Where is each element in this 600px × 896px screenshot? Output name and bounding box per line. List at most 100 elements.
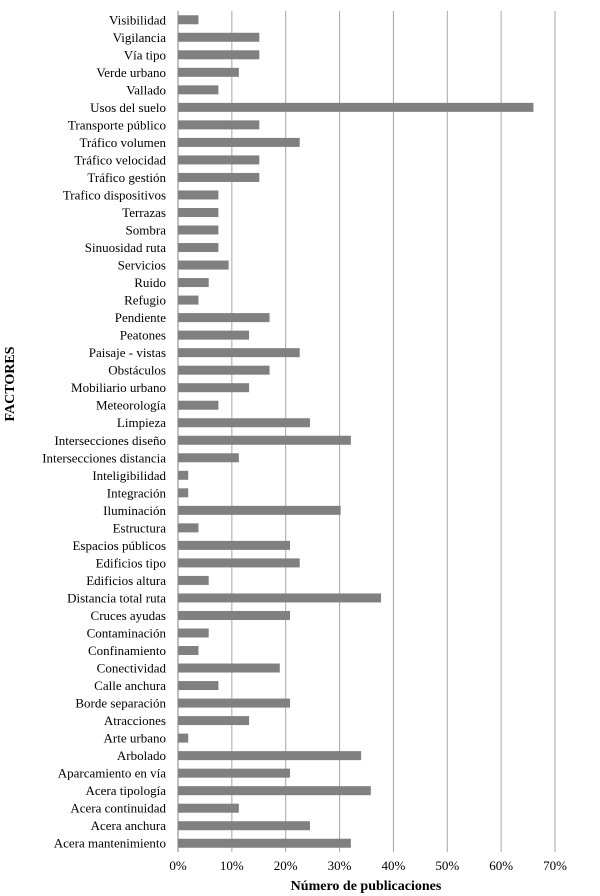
bar xyxy=(178,225,219,235)
category-label: Meteorología xyxy=(96,398,166,413)
x-tick-label: 30% xyxy=(328,858,352,873)
bar xyxy=(178,663,280,673)
category-label: Acera tipología xyxy=(86,783,167,798)
category-label: Intersecciones distancia xyxy=(42,450,166,465)
category-label: Atracciones xyxy=(104,713,166,728)
bars xyxy=(178,15,534,848)
category-label: Edificios tipo xyxy=(96,555,166,570)
bar xyxy=(178,278,209,288)
bar xyxy=(178,803,239,813)
category-label: Contaminación xyxy=(87,625,167,640)
bar xyxy=(178,155,260,165)
category-label: Arbolado xyxy=(117,748,166,763)
bar xyxy=(178,558,300,568)
category-label: Edificios altura xyxy=(86,573,166,588)
category-label: Pendiente xyxy=(115,310,166,325)
category-label: Integración xyxy=(107,485,167,500)
category-labels: Visibilidad Vigilancia Vía tipo Verde urban… xyxy=(42,12,166,850)
bar xyxy=(178,540,291,550)
bar xyxy=(178,768,291,778)
bar xyxy=(178,190,219,200)
bar xyxy=(178,120,260,130)
bar xyxy=(178,698,291,708)
category-label: Vía tipo xyxy=(124,47,166,62)
bar xyxy=(178,172,260,182)
category-label: Confinamiento xyxy=(88,643,166,658)
category-label: Mobiliario urbano xyxy=(71,380,166,395)
bar xyxy=(178,313,270,323)
bar xyxy=(178,593,382,603)
category-label: Tráfico gestión xyxy=(87,170,166,185)
bar xyxy=(178,488,189,498)
x-axis-title: Número de publicaciones xyxy=(291,879,442,894)
category-label: Calle anchura xyxy=(94,678,166,693)
bar xyxy=(178,50,260,60)
x-tick-label: 40% xyxy=(382,858,406,873)
x-tick-label: 0% xyxy=(169,858,187,873)
x-tick-label: 10% xyxy=(220,858,244,873)
category-label: Inteligibilidad xyxy=(92,468,166,483)
bar xyxy=(178,838,351,848)
category-label: Peatones xyxy=(120,328,166,343)
bar xyxy=(178,400,219,410)
category-label: Distancia total ruta xyxy=(67,590,166,605)
bar xyxy=(178,575,209,585)
category-label: Acera continuidad xyxy=(70,801,166,816)
category-label: Trafico dispositivos xyxy=(63,187,166,202)
bar xyxy=(178,207,219,217)
category-label: Sombra xyxy=(126,223,167,238)
bar xyxy=(178,786,371,796)
bar xyxy=(178,348,300,358)
bar xyxy=(178,470,189,480)
bar xyxy=(178,628,209,638)
bar xyxy=(178,523,199,533)
gridlines xyxy=(231,11,556,852)
category-label: Refugio xyxy=(124,293,166,308)
category-label: Acera mantenimiento xyxy=(54,836,166,851)
category-label: Terrazas xyxy=(122,205,166,220)
category-label: Borde separación xyxy=(75,696,166,711)
category-label: Conectividad xyxy=(97,661,167,676)
x-tick-label: 60% xyxy=(489,858,513,873)
bar xyxy=(178,418,310,428)
category-label: Tráfico velocidad xyxy=(74,152,166,167)
bar xyxy=(178,32,260,42)
bar xyxy=(178,646,199,656)
category-label: Paisaje - vistas xyxy=(89,345,166,360)
bar xyxy=(178,716,250,726)
bar xyxy=(178,453,239,463)
bar xyxy=(178,260,229,270)
category-label: Obstáculos xyxy=(108,363,166,378)
category-label: Tráfico volumen xyxy=(79,135,166,150)
category-label: Espacios públicos xyxy=(72,538,166,553)
bar xyxy=(178,751,362,761)
category-label: Servicios xyxy=(118,258,166,273)
category-label: Aparcamiento en vía xyxy=(58,766,167,781)
category-label: Verde urbano xyxy=(96,65,166,80)
bar xyxy=(178,137,300,147)
bar xyxy=(178,733,189,743)
category-label: Ruido xyxy=(134,275,166,290)
bar xyxy=(178,85,219,95)
bar xyxy=(178,102,534,112)
bar xyxy=(178,295,199,305)
bar xyxy=(178,243,219,253)
category-label: Vallado xyxy=(126,82,166,97)
category-label: Transporte público xyxy=(68,117,166,132)
category-label: Iluminación xyxy=(103,503,166,518)
category-label: Vigilancia xyxy=(113,30,167,45)
bar xyxy=(178,383,250,393)
x-tick-label: 70% xyxy=(543,858,567,873)
category-label: Cruces ayudas xyxy=(91,608,166,623)
bar xyxy=(178,681,219,691)
category-label: Visibilidad xyxy=(109,12,166,27)
bar xyxy=(178,435,351,445)
bar xyxy=(178,15,199,25)
bar xyxy=(178,365,270,375)
bar xyxy=(178,330,250,340)
category-label: Limpieza xyxy=(117,415,166,430)
x-tick-labels: 0% 10% 20% 30% 40% 50% 60% 70% xyxy=(169,858,567,873)
bar xyxy=(178,610,291,620)
bar xyxy=(178,67,239,77)
